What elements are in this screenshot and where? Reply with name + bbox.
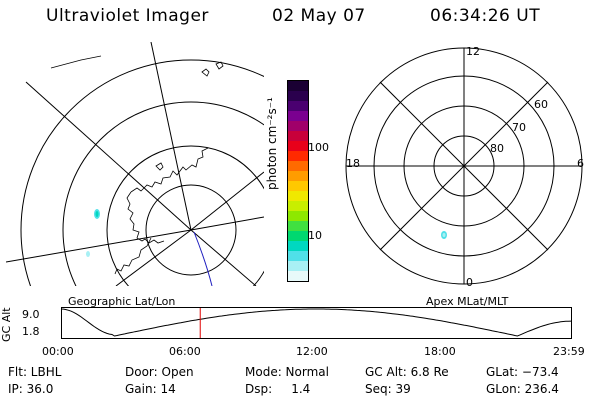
mlat-ring-70: 70 bbox=[512, 121, 526, 134]
colorbar-segment bbox=[288, 161, 308, 171]
mlt-label-left: 18 bbox=[346, 157, 360, 170]
colorbar-segment bbox=[288, 121, 308, 131]
time-label: 06:34:26 UT bbox=[430, 6, 540, 26]
x-tick-1200: 12:00 bbox=[296, 345, 328, 358]
gain-label: Gain: 14 bbox=[125, 382, 176, 396]
colorbar-segment bbox=[288, 171, 308, 181]
mlat-ring-80: 80 bbox=[490, 142, 504, 155]
mode-label: Mode: Normal bbox=[245, 365, 329, 379]
gc-alt-tick-low: 1.8 bbox=[22, 325, 40, 338]
colorbar-segment bbox=[288, 251, 308, 261]
glat-label: GLat: −73.4 bbox=[486, 365, 559, 379]
colorbar-segment bbox=[288, 221, 308, 231]
colorbar-segment bbox=[288, 271, 308, 281]
colorbar-segment bbox=[288, 111, 308, 121]
x-tick-0600: 06:00 bbox=[169, 345, 201, 358]
colorbar-segment bbox=[288, 241, 308, 251]
altitude-curve bbox=[61, 309, 571, 336]
lat-ring-inner bbox=[107, 146, 264, 286]
glon-label: GLon: 236.4 bbox=[486, 382, 559, 396]
orbit-altitude-plot bbox=[61, 307, 572, 339]
x-tick-2359: 23:59 bbox=[553, 345, 585, 358]
colorbar-unit-label: photon cm⁻²s⁻¹ bbox=[265, 97, 279, 190]
colorbar-segment bbox=[288, 231, 308, 241]
instrument-title: Ultraviolet Imager bbox=[46, 6, 209, 26]
colorbar-segment bbox=[288, 151, 308, 161]
mlat-ring-60: 60 bbox=[534, 98, 548, 111]
seq-label: Seq: 39 bbox=[365, 382, 411, 396]
colorbar-segment bbox=[288, 191, 308, 201]
x-tick-0000: 00:00 bbox=[42, 345, 74, 358]
colorbar-segment bbox=[288, 261, 308, 271]
colorbar bbox=[287, 80, 309, 282]
filter-label: Flt: LBHL bbox=[8, 365, 61, 379]
door-label: Door: Open bbox=[125, 365, 194, 379]
gc-alt-label: GC Alt: 6.8 Re bbox=[365, 365, 449, 379]
colorbar-segment bbox=[288, 91, 308, 101]
polar-plot bbox=[340, 45, 590, 290]
colorbar-segment bbox=[288, 181, 308, 191]
x-tick-1800: 18:00 bbox=[424, 345, 456, 358]
colorbar-segment bbox=[288, 211, 308, 221]
ip-label: IP: 36.0 bbox=[8, 382, 53, 396]
colorbar-segment bbox=[288, 141, 308, 151]
mlt-label-bottom: 0 bbox=[466, 276, 473, 289]
colorbar-segment bbox=[288, 131, 308, 141]
lat-ring-outer bbox=[21, 60, 264, 286]
gc-alt-tick-high: 9.0 bbox=[22, 308, 40, 321]
aurora-spot bbox=[86, 251, 90, 257]
colorbar-segment bbox=[288, 81, 308, 91]
mlt-label-right: 6 bbox=[577, 157, 584, 170]
mlt-label-top: 12 bbox=[466, 45, 480, 58]
colorbar-segment bbox=[288, 101, 308, 111]
date-label: 02 May 07 bbox=[272, 6, 366, 26]
geographic-map bbox=[6, 42, 264, 286]
gc-alt-axis-label: GC Alt bbox=[0, 307, 13, 342]
colorbar-segment bbox=[288, 201, 308, 211]
dsp-label: Dsp: 1.4 bbox=[245, 382, 310, 396]
colorbar-tick-low: 10 bbox=[308, 229, 322, 242]
colorbar-tick-high: 100 bbox=[308, 141, 329, 154]
